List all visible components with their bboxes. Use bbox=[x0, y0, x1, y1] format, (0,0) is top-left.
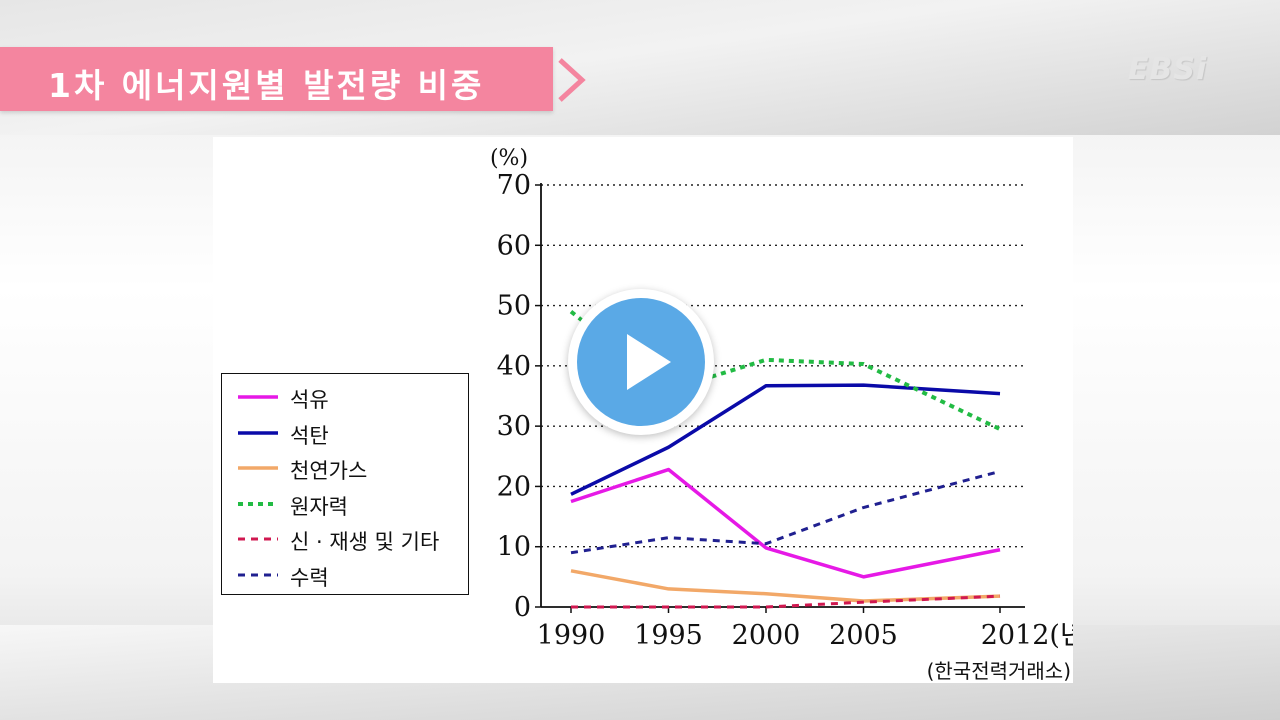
legend-swatch-gas bbox=[238, 466, 278, 470]
y-tick-label: 40 bbox=[497, 351, 531, 382]
series-line-renewable bbox=[571, 594, 1001, 609]
y-tick-label: 50 bbox=[497, 291, 531, 322]
legend-item-coal: 석탄 bbox=[236, 420, 466, 448]
legend-item-gas: 천연가스 bbox=[236, 455, 466, 483]
legend-swatch-renewable bbox=[238, 537, 278, 541]
page-title: 1차 에너지원별 발전량 비중 bbox=[48, 66, 485, 105]
legend-label: 원자력 bbox=[290, 494, 348, 519]
x-tick-label: 1990 bbox=[537, 620, 606, 651]
y-tick-label: 60 bbox=[497, 230, 531, 261]
y-tick-labels: 0 10 20 30 40 50 60 70 bbox=[497, 170, 531, 623]
legend-item-hydro: 수력 bbox=[236, 562, 466, 590]
legend-swatch-hydro bbox=[238, 573, 278, 576]
x-tick-labels: 1990 1995 2000 2005 2012(년) bbox=[537, 620, 1073, 651]
y-axis-unit-label: (%) bbox=[490, 146, 528, 171]
legend-item-oil: 석유 bbox=[236, 384, 466, 412]
series-line-gas bbox=[570, 569, 1001, 603]
legend-label: 신 · 재생 및 기타 bbox=[290, 530, 440, 554]
legend-label: 석탄 bbox=[290, 423, 329, 448]
x-tick-label: 1995 bbox=[634, 620, 703, 651]
legend-label: 석유 bbox=[290, 388, 329, 412]
legend-item-nuclear: 원자력 bbox=[236, 491, 466, 519]
legend-swatch-oil bbox=[238, 395, 278, 399]
legend-label: 천연가스 bbox=[290, 459, 368, 483]
y-tick-label: 30 bbox=[497, 411, 531, 442]
legend-swatch-coal bbox=[238, 430, 278, 435]
play-button-circle bbox=[577, 298, 705, 426]
ebsi-logo: EBSi bbox=[1128, 52, 1208, 87]
y-tick-label: 0 bbox=[514, 592, 531, 623]
x-tick-label: 2005 bbox=[829, 620, 898, 651]
legend-label: 수력 bbox=[290, 565, 329, 590]
series-line-coal bbox=[570, 383, 1001, 496]
play-icon bbox=[627, 334, 671, 390]
y-tick-label: 70 bbox=[497, 170, 531, 201]
legend-item-renewable: 신 · 재생 및 기타 bbox=[236, 526, 466, 554]
title-banner: 1차 에너지원별 발전량 비중 bbox=[0, 47, 553, 111]
play-button[interactable] bbox=[568, 289, 714, 435]
legend-swatch-nuclear bbox=[238, 501, 278, 506]
chart-source-label: (한국전력거래소) bbox=[927, 659, 1071, 683]
chevron-right-icon bbox=[558, 58, 586, 102]
x-tick-label: 2000 bbox=[732, 620, 801, 651]
x-tick-label: 2012(년) bbox=[981, 620, 1073, 651]
y-tick-label: 20 bbox=[497, 471, 531, 502]
series-line-hydro bbox=[570, 469, 1001, 555]
series-line-oil bbox=[570, 467, 1001, 579]
y-tick-label: 10 bbox=[497, 532, 531, 563]
